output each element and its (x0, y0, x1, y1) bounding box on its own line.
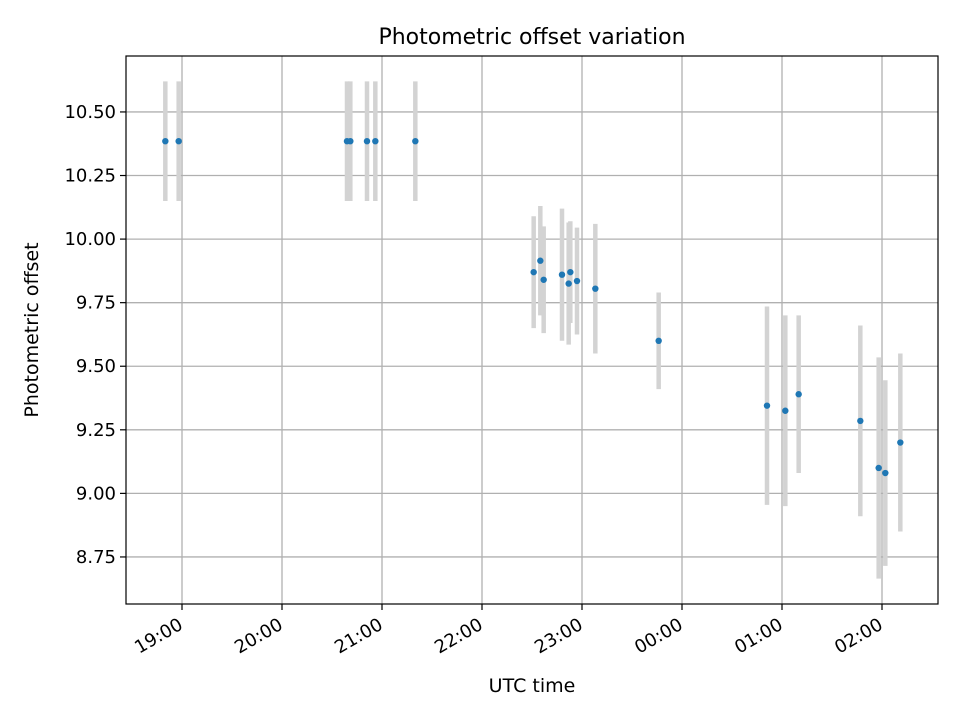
x-axis-label: UTC time (489, 675, 576, 697)
data-point (592, 285, 599, 292)
data-point (567, 268, 574, 276)
chart-title: Photometric offset variation (378, 25, 685, 50)
y-tick-label: 10.00 (64, 229, 116, 250)
data-point (175, 137, 182, 145)
data-point (782, 407, 789, 414)
data-point (530, 268, 537, 276)
data-point (795, 391, 802, 398)
data-point (882, 469, 889, 477)
y-tick-label: 9.75 (76, 293, 116, 314)
data-point (540, 276, 547, 283)
y-axis-label: Photometric offset (21, 242, 43, 417)
y-tick-label: 8.75 (76, 547, 116, 568)
data-point (372, 137, 379, 145)
y-tick-label: 9.00 (76, 483, 116, 504)
data-point (537, 257, 544, 264)
y-tick-label: 9.25 (76, 420, 116, 441)
data-point (565, 280, 572, 287)
data-point (162, 137, 169, 145)
y-tick-label: 10.50 (64, 102, 116, 123)
y-tick-label: 10.25 (64, 166, 116, 187)
data-point (363, 137, 371, 145)
plot-frame (125, 55, 939, 605)
data-point (347, 137, 354, 145)
data-point (875, 464, 882, 472)
data-points (162, 137, 904, 477)
data-point (897, 439, 904, 446)
data-point (857, 417, 864, 425)
y-axis: 8.75 9.00 9.25 9.50 9.75 10.00 10.25 10.50 (64, 102, 126, 568)
data-point (558, 271, 566, 278)
data-point (412, 137, 419, 145)
y-tick-label: 9.50 (76, 356, 116, 377)
data-point (573, 277, 581, 285)
data-point (655, 337, 662, 345)
data-point (763, 402, 771, 409)
